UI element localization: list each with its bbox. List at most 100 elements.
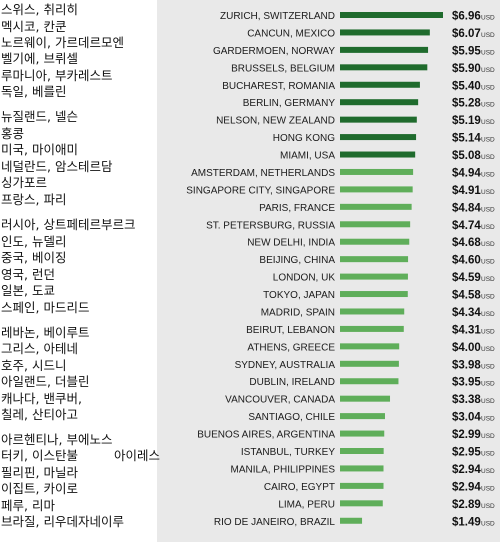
unit-label: USD bbox=[481, 189, 495, 196]
bar bbox=[340, 221, 411, 228]
korean-label: 러시아, 상트페테르부르크 bbox=[1, 217, 136, 232]
bar bbox=[340, 308, 405, 315]
price-label: $4.59 bbox=[452, 272, 481, 284]
unit-label: USD bbox=[481, 171, 495, 178]
korean-label: 아일랜드, 더블린 bbox=[1, 374, 90, 389]
city-label: NEW DELHI, INDIA bbox=[247, 238, 335, 249]
city-label: SANTIAGO, CHILE bbox=[248, 412, 335, 423]
city-label: PARIS, FRANCE bbox=[259, 203, 335, 214]
korean-label: 아르헨티나, 부에노스 bbox=[1, 432, 113, 447]
chart-panel: ZURICH, SWITZERLAND $6.96 USD CANCUN, MEXIC… bbox=[157, 0, 500, 542]
city-label: SYDNEY, AUSTRALIA bbox=[235, 360, 336, 371]
korean-label: 영국, 런던 bbox=[1, 267, 55, 282]
city-label: CANCUN, MEXICO bbox=[247, 28, 335, 39]
bar bbox=[340, 186, 413, 193]
unit-label: USD bbox=[481, 154, 495, 161]
korean-label: 터키, 이스탄불 bbox=[1, 448, 78, 463]
bar bbox=[340, 360, 399, 367]
korean-label: 벨기에, 브뤼셀 bbox=[1, 51, 78, 66]
unit-label: USD bbox=[481, 451, 495, 458]
bar bbox=[340, 482, 384, 489]
price-label: $4.91 bbox=[452, 185, 481, 197]
unit-label: USD bbox=[481, 503, 495, 510]
unit-label: USD bbox=[481, 346, 495, 353]
korean-label: 노르웨이, 가르데르모엔 bbox=[1, 35, 124, 50]
bar bbox=[340, 378, 399, 385]
korean-label: 뉴질랜드, 넬슨 bbox=[1, 109, 78, 124]
unit-label: USD bbox=[481, 311, 495, 318]
korean-label: 칠레, 산티아고 bbox=[1, 407, 78, 422]
price-label: $6.96 bbox=[452, 11, 481, 23]
bar bbox=[340, 46, 429, 53]
city-label: ZURICH, SWITZERLAND bbox=[220, 11, 335, 22]
unit-label: USD bbox=[481, 433, 495, 440]
bar bbox=[340, 64, 428, 71]
price-label: $2.94 bbox=[452, 464, 481, 476]
city-label: DUBLIN, IRELAND bbox=[249, 377, 335, 388]
price-label: $5.95 bbox=[452, 45, 481, 57]
unit-label: USD bbox=[481, 84, 495, 91]
korean-label: 레바논, 베이루트 bbox=[1, 325, 90, 340]
city-label: BRUSSELS, BELGIUM bbox=[231, 63, 335, 74]
bar bbox=[340, 395, 391, 402]
city-label: BEIRUT, LEBANON bbox=[246, 325, 335, 336]
city-label: BUENOS AIRES, ARGENTINA bbox=[197, 430, 335, 441]
korean-label: 중국, 베이징 bbox=[1, 250, 67, 265]
city-label: LIMA, PERU bbox=[278, 499, 335, 510]
korean-label: 프랑스, 파리 bbox=[1, 192, 67, 207]
korean-label: 인도, 뉴델리 bbox=[1, 234, 67, 249]
korean-label: 멕시코, 칸쿤 bbox=[1, 19, 67, 34]
korean-label: 홍콩 bbox=[1, 126, 25, 141]
bar bbox=[340, 291, 408, 298]
city-label: VANCOUVER, CANADA bbox=[225, 395, 335, 406]
city-label: ATHENS, GREECE bbox=[247, 342, 335, 353]
price-label: $4.74 bbox=[452, 220, 481, 232]
unit-label: USD bbox=[481, 485, 495, 492]
unit-label: USD bbox=[481, 137, 495, 144]
price-label: $3.04 bbox=[452, 412, 481, 424]
unit-label: USD bbox=[481, 241, 495, 248]
city-label: BUCHAREST, ROMANIA bbox=[222, 81, 335, 92]
bar bbox=[340, 273, 408, 280]
city-label: NELSON, NEW ZEALAND bbox=[216, 116, 335, 127]
bar bbox=[340, 238, 410, 245]
korean-label: 싱가포르 bbox=[1, 175, 48, 190]
bar bbox=[340, 12, 443, 18]
price-label: $5.90 bbox=[452, 63, 481, 75]
price-label: $4.58 bbox=[452, 290, 481, 302]
price-label: $4.00 bbox=[452, 342, 481, 354]
unit-label: USD bbox=[481, 49, 495, 56]
price-label: $2.99 bbox=[452, 429, 481, 441]
price-label: $5.28 bbox=[452, 98, 481, 110]
korean-label: 일본, 도쿄 bbox=[1, 283, 55, 298]
price-label: $5.08 bbox=[452, 150, 481, 162]
bar bbox=[340, 116, 417, 123]
city-label: BEIJING, CHINA bbox=[259, 255, 335, 266]
price-label: $4.68 bbox=[452, 237, 481, 249]
city-label: LONDON, UK bbox=[273, 273, 336, 284]
price-label: $3.38 bbox=[452, 394, 481, 406]
price-label: $1.49 bbox=[452, 516, 481, 528]
city-label: ISTANBUL, TURKEY bbox=[241, 447, 335, 458]
price-label: $3.95 bbox=[452, 377, 481, 389]
unit-label: USD bbox=[481, 276, 495, 283]
city-label: TOKYO, JAPAN bbox=[263, 290, 335, 301]
price-label: $2.89 bbox=[452, 499, 481, 511]
city-label: SINGAPORE CITY, SINGAPORE bbox=[186, 185, 335, 196]
city-label: CAIRO, EGYPT bbox=[264, 482, 335, 493]
city-label: MADRID, SPAIN bbox=[261, 307, 335, 318]
korean-label: 스위스, 취리히 bbox=[1, 2, 78, 17]
unit-label: USD bbox=[481, 119, 495, 126]
bar bbox=[340, 203, 412, 210]
korean-label: 미국, 마이애미 bbox=[1, 142, 78, 157]
city-label: RIO DE JANEIRO, BRAZIL bbox=[214, 517, 336, 528]
price-label: $4.94 bbox=[452, 167, 481, 179]
bar bbox=[340, 134, 417, 141]
unit-label: USD bbox=[481, 206, 495, 213]
korean-label-column: 스위스, 취리히 멕시코, 칸쿤 노르웨이, 가르데르모엔 벨기에, 브뤼셀 루마니아,… bbox=[0, 0, 157, 542]
unit-label: USD bbox=[481, 328, 495, 335]
unit-label: USD bbox=[481, 102, 495, 109]
unit-label: USD bbox=[481, 32, 495, 39]
bar bbox=[340, 325, 404, 332]
bar bbox=[340, 343, 400, 350]
